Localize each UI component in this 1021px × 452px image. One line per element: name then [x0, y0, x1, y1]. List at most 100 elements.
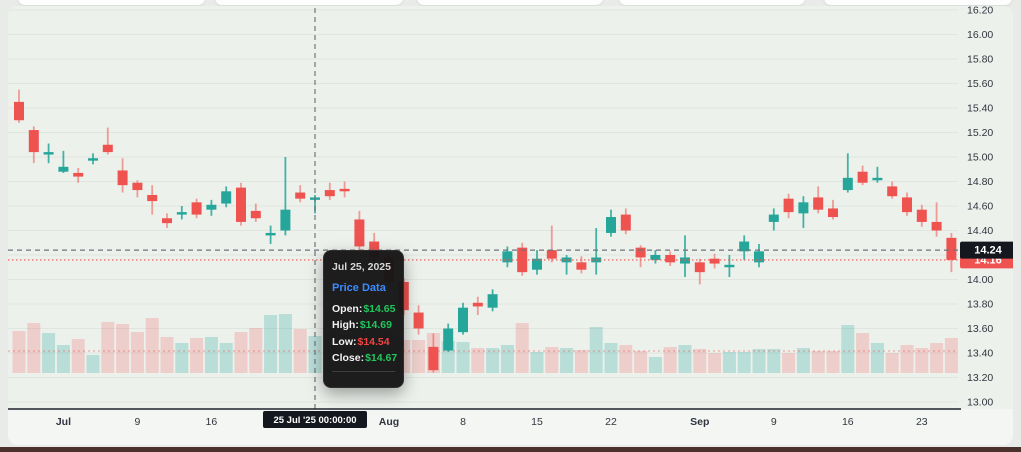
candle[interactable]: [576, 256, 587, 274]
chart-canvas[interactable]: 16.20 16.00 15.80 15.60 15.40 15.20 15.00 14.80…: [8, 6, 1013, 445]
candle[interactable]: [339, 181, 350, 198]
volume-bar: [249, 328, 263, 373]
candle-body: [443, 328, 454, 351]
candle[interactable]: [842, 153, 853, 193]
candle[interactable]: [250, 203, 261, 222]
price-axis-label: 13.60: [967, 323, 993, 335]
candle-body: [783, 198, 794, 213]
candle[interactable]: [58, 150, 69, 173]
candlestick-chart[interactable]: 16.20 16.00 15.80 15.60 15.40 15.20 15.00 14.80…: [8, 6, 1013, 445]
candle-body: [828, 208, 838, 218]
candle-body: [176, 212, 187, 215]
volume-bar: [116, 324, 130, 373]
candle[interactable]: [709, 253, 720, 269]
candle[interactable]: [665, 251, 676, 267]
candle[interactable]: [88, 153, 98, 165]
candle-body: [458, 307, 468, 333]
volume-bar: [767, 349, 781, 373]
candle[interactable]: [354, 210, 365, 251]
candle[interactable]: [102, 127, 113, 155]
candle[interactable]: [132, 180, 143, 198]
price-axis-label: 14.40: [967, 225, 993, 237]
candle-body: [162, 218, 172, 224]
price-axis-label: 15.40: [967, 103, 993, 115]
candle[interactable]: [428, 333, 439, 373]
candle-body: [916, 209, 927, 222]
top-card[interactable]: [619, 0, 805, 5]
candle[interactable]: [280, 157, 291, 236]
candle[interactable]: [117, 158, 128, 193]
candle-body: [813, 197, 824, 210]
candle[interactable]: [324, 182, 335, 200]
candle-body: [369, 241, 380, 258]
candle[interactable]: [413, 305, 424, 335]
crosshair-time-badge-text: 25 Jul '25 00:00:00: [273, 415, 356, 426]
plot-background: [8, 6, 1013, 409]
volume-bar: [530, 352, 544, 373]
candle[interactable]: [680, 235, 690, 278]
candle[interactable]: [635, 245, 646, 268]
candle[interactable]: [783, 193, 794, 219]
candle[interactable]: [813, 186, 824, 214]
candle-body: [768, 214, 779, 222]
candle[interactable]: [931, 202, 942, 237]
candle[interactable]: [546, 225, 557, 263]
volume-bar: [722, 352, 736, 373]
tooltip-date: Jul 25, 2025: [332, 261, 391, 273]
candle[interactable]: [620, 208, 631, 235]
candle-body: [28, 130, 39, 153]
candle[interactable]: [487, 289, 498, 312]
candle[interactable]: [724, 255, 735, 278]
candle[interactable]: [472, 296, 483, 316]
candle[interactable]: [265, 225, 276, 244]
candle[interactable]: [147, 185, 158, 215]
candle[interactable]: [28, 126, 39, 164]
candle[interactable]: [206, 199, 217, 216]
candle[interactable]: [946, 232, 957, 273]
volume-bar: [515, 323, 529, 373]
candle-body: [14, 101, 24, 121]
candle[interactable]: [798, 196, 809, 229]
candle[interactable]: [517, 242, 528, 276]
candle[interactable]: [768, 208, 779, 231]
candle[interactable]: [221, 186, 232, 208]
candle[interactable]: [872, 166, 883, 183]
candle[interactable]: [236, 182, 246, 226]
top-card[interactable]: [824, 0, 1012, 5]
candle[interactable]: [754, 243, 764, 268]
candle[interactable]: [295, 185, 306, 203]
candle-body: [73, 172, 84, 177]
top-card[interactable]: [215, 0, 403, 5]
candle[interactable]: [176, 206, 187, 220]
candle[interactable]: [73, 168, 84, 183]
candle[interactable]: [458, 302, 468, 335]
candle[interactable]: [43, 143, 54, 164]
candle[interactable]: [902, 192, 912, 216]
candle[interactable]: [916, 204, 927, 227]
candle[interactable]: [532, 250, 542, 275]
volume-bar: [86, 355, 100, 373]
candle[interactable]: [739, 235, 750, 260]
candle-body: [650, 255, 661, 260]
candle[interactable]: [606, 209, 616, 237]
price-axis-label: 13.20: [967, 372, 993, 384]
tooltip-row: Close: $14.67: [332, 352, 398, 365]
candle[interactable]: [14, 89, 24, 123]
candle[interactable]: [650, 250, 661, 264]
candle[interactable]: [857, 165, 868, 186]
candle[interactable]: [443, 323, 454, 352]
candle[interactable]: [191, 198, 202, 219]
volume-bar: [589, 327, 603, 373]
candle[interactable]: [694, 258, 705, 285]
volume-bar: [619, 345, 633, 373]
top-card[interactable]: [18, 0, 205, 5]
time-axis-label: 22: [605, 416, 617, 428]
candle[interactable]: [828, 199, 838, 220]
volume-bar: [915, 348, 929, 373]
top-card[interactable]: [417, 0, 603, 5]
time-axis-strip: [8, 409, 1013, 445]
candle-body: [102, 144, 113, 153]
candle[interactable]: [162, 213, 172, 229]
candle[interactable]: [561, 255, 572, 275]
candle[interactable]: [887, 181, 898, 199]
